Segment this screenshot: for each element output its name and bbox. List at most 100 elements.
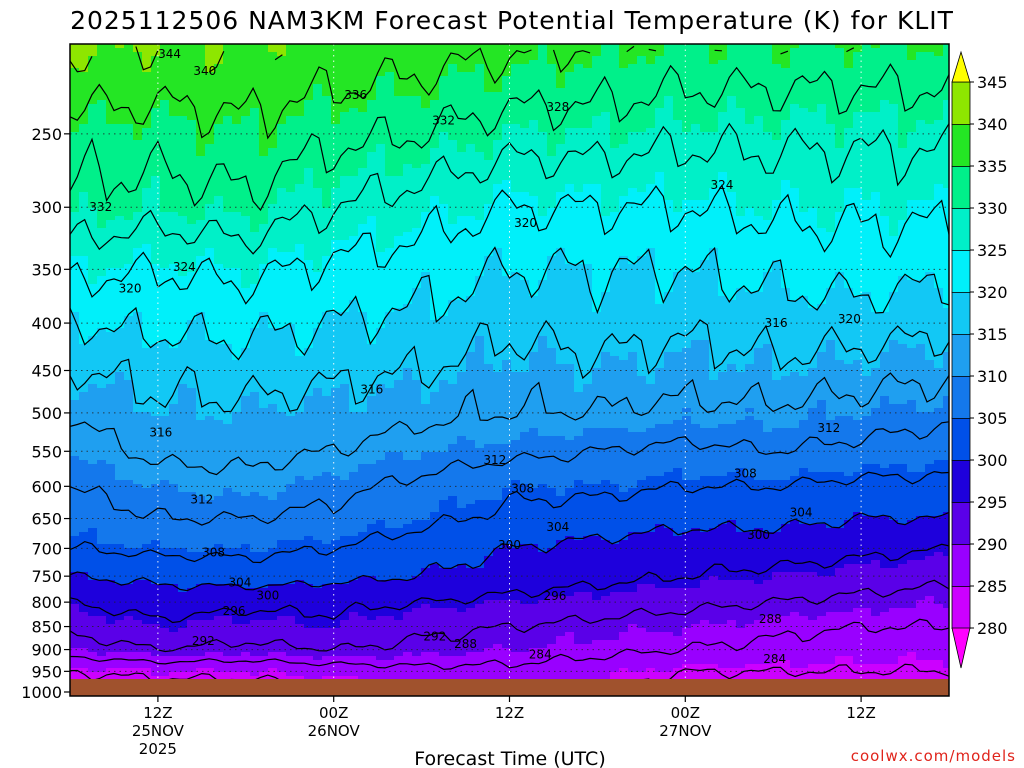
heatmap-cell bbox=[115, 492, 125, 497]
heatmap-cell bbox=[151, 392, 161, 397]
heatmap-cell bbox=[196, 500, 206, 505]
heatmap-cell bbox=[88, 260, 98, 265]
heatmap-cell bbox=[322, 572, 332, 577]
heatmap-cell bbox=[160, 384, 170, 389]
heatmap-cell bbox=[286, 260, 296, 265]
heatmap-cell bbox=[277, 276, 287, 281]
heatmap-cell bbox=[79, 424, 89, 429]
heatmap-cell bbox=[97, 224, 107, 229]
heatmap-cell bbox=[286, 492, 296, 497]
heatmap-cell bbox=[232, 424, 242, 429]
heatmap-cell bbox=[322, 608, 332, 613]
heatmap-cell bbox=[241, 588, 251, 593]
heatmap-cell bbox=[169, 44, 179, 49]
heatmap-cell bbox=[196, 352, 206, 357]
heatmap-cell bbox=[70, 108, 80, 113]
heatmap-cell bbox=[97, 256, 107, 261]
heatmap-cell bbox=[331, 192, 341, 197]
heatmap-cell bbox=[79, 192, 89, 197]
heatmap-cell bbox=[277, 344, 287, 349]
heatmap-cell bbox=[178, 60, 188, 65]
heatmap-cell bbox=[241, 676, 251, 681]
heatmap-cell bbox=[169, 76, 179, 81]
heatmap-cell bbox=[178, 548, 188, 553]
heatmap-cell bbox=[313, 592, 323, 597]
heatmap-cell bbox=[115, 648, 125, 653]
heatmap-cell bbox=[124, 576, 134, 581]
heatmap-cell bbox=[313, 248, 323, 253]
heatmap-cell bbox=[340, 272, 350, 277]
heatmap-cell bbox=[178, 592, 188, 597]
heatmap-cell bbox=[151, 436, 161, 441]
heatmap-cell bbox=[196, 304, 206, 309]
heatmap-cell bbox=[106, 568, 116, 573]
heatmap-cell bbox=[259, 244, 269, 249]
heatmap-cell bbox=[88, 116, 98, 121]
heatmap-cell bbox=[151, 328, 161, 333]
heatmap-cell bbox=[124, 272, 134, 277]
heatmap-cell bbox=[277, 576, 287, 581]
heatmap-cell bbox=[133, 472, 143, 477]
heatmap-cell bbox=[322, 304, 332, 309]
heatmap-cell bbox=[331, 236, 341, 241]
heatmap-cell bbox=[214, 300, 224, 305]
heatmap-cell bbox=[259, 564, 269, 569]
heatmap-cell bbox=[295, 484, 305, 489]
heatmap-cell bbox=[79, 308, 89, 313]
heatmap-cell bbox=[331, 588, 341, 593]
heatmap-cell bbox=[70, 100, 80, 105]
heatmap-cell bbox=[124, 572, 134, 577]
heatmap-cell bbox=[115, 344, 125, 349]
heatmap-cell bbox=[196, 336, 206, 341]
heatmap-cell bbox=[142, 216, 152, 221]
heatmap-cell bbox=[70, 196, 80, 201]
heatmap-cell bbox=[241, 156, 251, 161]
heatmap-cell bbox=[223, 256, 233, 261]
heatmap-cell bbox=[169, 280, 179, 285]
heatmap-cell bbox=[340, 332, 350, 337]
heatmap-cell bbox=[187, 508, 197, 513]
heatmap-cell bbox=[232, 56, 242, 61]
heatmap-cell bbox=[178, 304, 188, 309]
heatmap-cell bbox=[97, 108, 107, 113]
heatmap-cell bbox=[88, 648, 98, 653]
heatmap-cell bbox=[205, 556, 215, 561]
heatmap-cell bbox=[268, 520, 278, 525]
heatmap-cell bbox=[331, 244, 341, 249]
heatmap-cell bbox=[187, 548, 197, 553]
heatmap-cell bbox=[169, 296, 179, 301]
heatmap-cell bbox=[277, 392, 287, 397]
heatmap-cell bbox=[331, 108, 341, 113]
heatmap-cell bbox=[250, 412, 260, 417]
heatmap-cell bbox=[79, 660, 89, 665]
heatmap-cell bbox=[259, 312, 269, 317]
heatmap-cell bbox=[241, 304, 251, 309]
heatmap-cell bbox=[106, 520, 116, 525]
heatmap-cell bbox=[169, 672, 179, 677]
heatmap-cell bbox=[304, 220, 314, 225]
heatmap-cell bbox=[151, 396, 161, 401]
heatmap-cell bbox=[286, 220, 296, 225]
heatmap-cell bbox=[142, 184, 152, 189]
heatmap-cell bbox=[304, 192, 314, 197]
heatmap-cell bbox=[259, 656, 269, 661]
heatmap-cell bbox=[160, 332, 170, 337]
heatmap-cell bbox=[223, 536, 233, 541]
heatmap-cell bbox=[160, 64, 170, 69]
heatmap-cell bbox=[196, 424, 206, 429]
heatmap-cell bbox=[241, 528, 251, 533]
heatmap-cell bbox=[97, 536, 107, 541]
heatmap-cell bbox=[196, 368, 206, 373]
heatmap-cell bbox=[79, 60, 89, 65]
heatmap-cell bbox=[88, 304, 98, 309]
heatmap-cell bbox=[178, 260, 188, 265]
heatmap-cell bbox=[304, 552, 314, 557]
heatmap-cell bbox=[232, 608, 242, 613]
heatmap-cell bbox=[79, 96, 89, 101]
heatmap-cell bbox=[88, 340, 98, 345]
heatmap-cell bbox=[205, 388, 215, 393]
heatmap-cell bbox=[70, 464, 80, 469]
heatmap-cell bbox=[223, 520, 233, 525]
heatmap-cell bbox=[331, 384, 341, 389]
heatmap-cell bbox=[214, 236, 224, 241]
